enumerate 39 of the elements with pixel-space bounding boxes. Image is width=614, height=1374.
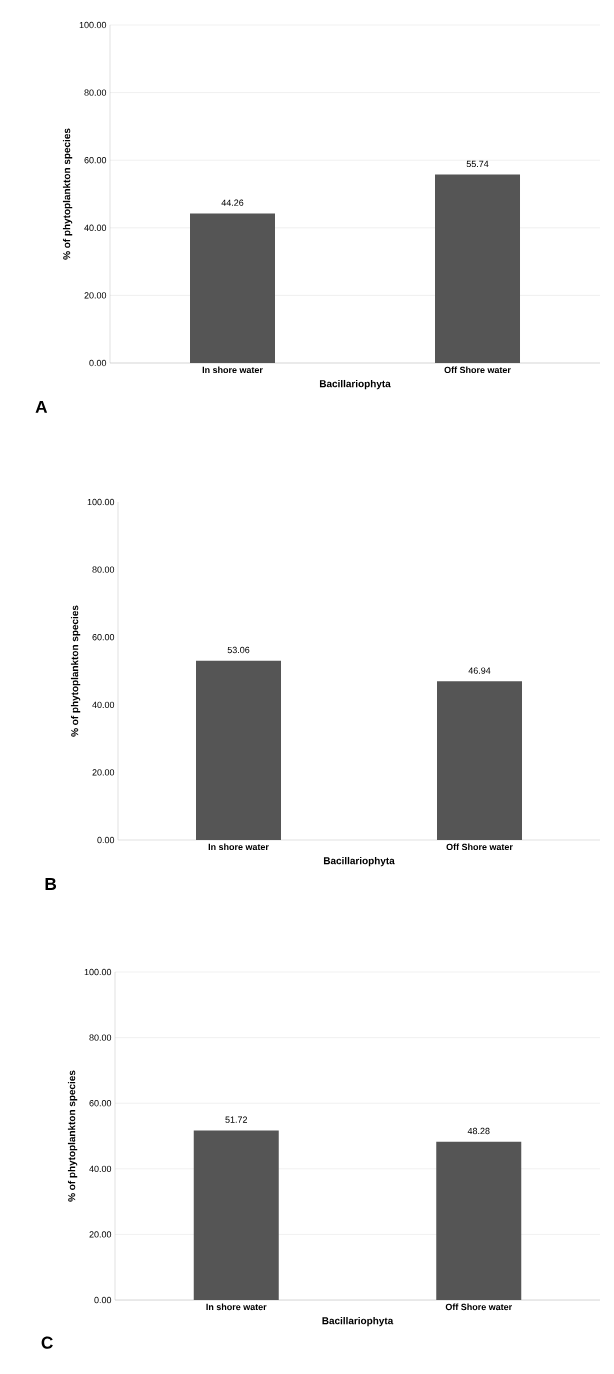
x-axis-title: Bacillariophyta xyxy=(323,856,395,867)
y-tick-label: 60.00 xyxy=(92,634,115,641)
y-tick-label: 0.00 xyxy=(89,359,107,367)
y-tick-label: 20.00 xyxy=(92,769,115,776)
data-label: 48.28 xyxy=(467,1127,490,1135)
data-label: 55.74 xyxy=(466,160,489,168)
y-axis-title: % of phytoplankton species xyxy=(70,605,81,737)
y-tick-label: 0.00 xyxy=(94,1296,112,1304)
x-axis-title: Bacillariophyta xyxy=(319,379,391,390)
y-tick-label: 20.00 xyxy=(84,292,107,299)
x-axis-title: Bacillariophyta xyxy=(322,1316,394,1327)
data-label: 44.26 xyxy=(221,199,244,206)
text: B xyxy=(45,878,57,890)
y-tick-label: 40.00 xyxy=(84,224,107,231)
y-tick-label: 100.00 xyxy=(84,968,112,976)
data-label: 53.06 xyxy=(227,646,250,654)
y-tick-label: 40.00 xyxy=(92,701,115,708)
x-tick-label: In shore water xyxy=(206,1303,267,1311)
text: C xyxy=(41,1336,53,1349)
y-tick-label: 80.00 xyxy=(89,1034,112,1041)
text: A xyxy=(35,401,48,413)
y-tick-label: 80.00 xyxy=(84,89,107,96)
y-tick-label: 0.00 xyxy=(97,836,115,844)
y-tick-label: 60.00 xyxy=(89,1100,112,1107)
x-tick-label: In shore water xyxy=(208,843,269,851)
x-tick-label: Off Shore water xyxy=(444,366,511,374)
y-tick-label: 60.00 xyxy=(84,157,107,164)
y-tick-label: 40.00 xyxy=(89,1165,112,1172)
y-axis-title: % of phytoplankton species xyxy=(67,1070,78,1202)
y-axis-title: % of phytoplankton species xyxy=(62,128,73,260)
y-tick-label: 20.00 xyxy=(89,1231,112,1238)
y-tick-label: 100.00 xyxy=(79,21,107,29)
y-tick-label: 100.00 xyxy=(87,498,115,506)
x-tick-label: In shore water xyxy=(202,366,263,374)
data-label: 51.72 xyxy=(225,1116,248,1123)
x-tick-label: Off Shore water xyxy=(446,843,513,851)
data-label: 46.94 xyxy=(468,667,491,674)
x-tick-label: Off Shore water xyxy=(445,1303,512,1311)
y-tick-label: 80.00 xyxy=(92,566,115,573)
